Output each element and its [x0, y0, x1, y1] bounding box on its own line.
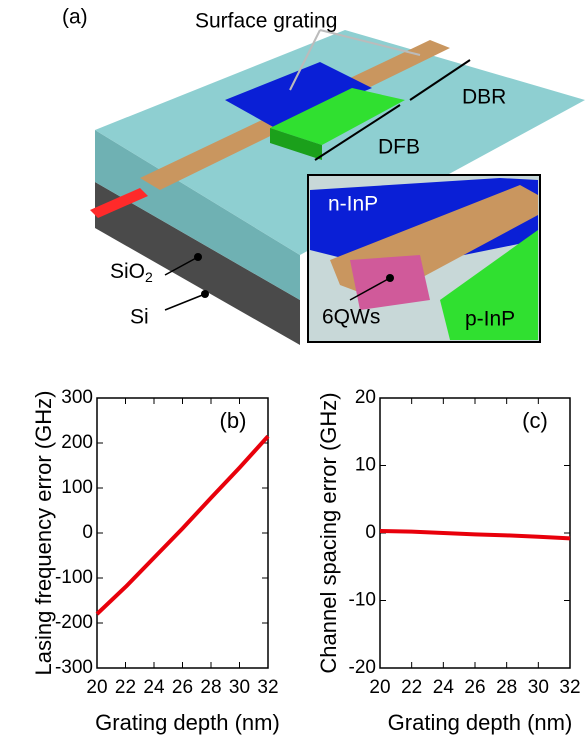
x-axis-label: Grating depth (nm) [95, 710, 280, 735]
data-line [380, 531, 570, 538]
y-tick-label: 300 [61, 387, 93, 408]
y-tick-label: 200 [61, 432, 93, 453]
label-text: SiO [110, 260, 145, 283]
x-tick-label: 22 [401, 677, 422, 698]
y-tick-label: -300 [55, 657, 93, 678]
pointer [165, 294, 205, 310]
plot-frame [97, 398, 268, 668]
x-tick-label: 30 [528, 677, 549, 698]
panel-label: (c) [522, 408, 548, 433]
data-line [97, 436, 268, 614]
label: p-InP [465, 308, 515, 331]
label: Surface grating [195, 10, 337, 33]
x-tick-label: 28 [496, 677, 517, 698]
x-tick-label: 22 [115, 677, 136, 698]
y-tick-label: -100 [55, 567, 93, 588]
x-tick-label: 32 [257, 677, 278, 698]
label: 6QWs [322, 306, 380, 329]
page: {"diagram": {"panel": "(a)", "surface_gr… [0, 0, 586, 745]
panel-label: (b) [220, 408, 247, 433]
y-tick-label: 100 [61, 477, 93, 498]
label: DBR [462, 86, 506, 109]
chart: -300 -200 -100 0 100 200 300 20 22 24 26 28 30 32 Grat… [31, 387, 280, 735]
label: SiO2 [110, 260, 153, 285]
pointer-dot [194, 253, 202, 261]
x-tick-label: 32 [559, 677, 580, 698]
x-tick-label: 20 [86, 677, 107, 698]
device-diagram: (a) Surface grating DBR DFB SiO2 Si n-In… [62, 6, 585, 345]
label-subscript: 2 [145, 269, 153, 285]
x-tick-label: 26 [172, 677, 193, 698]
label: DFB [378, 136, 420, 159]
y-tick-label: 20 [355, 387, 376, 408]
y-axis-label: Channel spacing error (GHz) [316, 392, 341, 673]
label: Si [130, 306, 149, 329]
chart: -20 -10 0 10 20 20 22 24 26 28 30 32 Grating depth (… [316, 387, 581, 735]
x-tick-label: 24 [143, 677, 165, 698]
x-tick-label: 20 [369, 677, 390, 698]
y-tick-label: -20 [349, 657, 376, 678]
figure: (a) Surface grating DBR DFB SiO2 Si n-In… [0, 0, 586, 745]
x-tick-label: 24 [433, 677, 455, 698]
y-tick-label: -10 [349, 590, 376, 611]
x-tick-label: 26 [464, 677, 485, 698]
x-axis-label: Grating depth (nm) [388, 710, 573, 735]
label: n-InP [328, 193, 378, 216]
pointer-dot [201, 290, 209, 298]
x-tick-label: 28 [200, 677, 221, 698]
x-tick-label: 30 [229, 677, 250, 698]
y-tick-label: 0 [82, 522, 93, 543]
y-tick-label: 0 [365, 522, 376, 543]
y-axis-label: Lasing frequency error (GHz) [31, 391, 56, 676]
panel-label: (a) [62, 6, 88, 29]
y-tick-label: -200 [55, 612, 93, 633]
y-tick-label: 10 [355, 455, 376, 476]
pointer-dot [386, 274, 394, 282]
